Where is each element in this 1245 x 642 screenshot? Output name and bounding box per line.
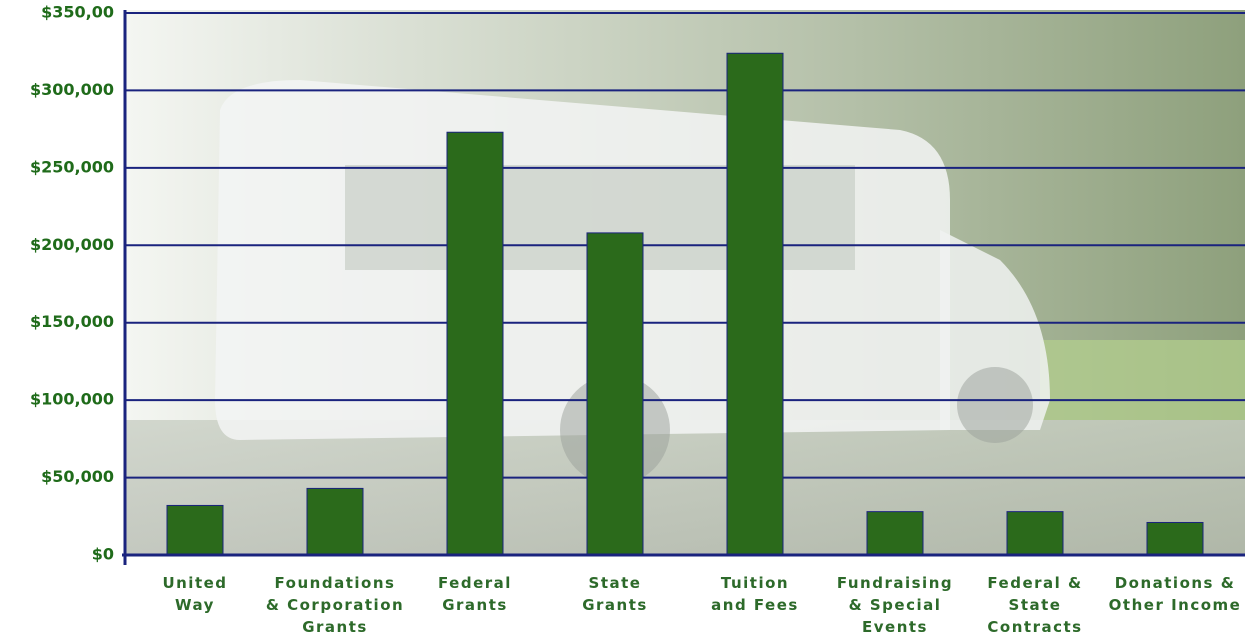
x-tick-label-line: Grants: [442, 596, 508, 614]
y-tick-label: $250,000: [30, 157, 114, 176]
bar: [1147, 522, 1203, 555]
x-tick-label-line: Grants: [582, 596, 648, 614]
y-tick-label: $300,000: [30, 80, 114, 99]
x-tick-label-line: & Corporation: [266, 596, 404, 614]
bar: [1007, 512, 1063, 555]
y-tick-label: $0: [92, 545, 114, 564]
x-tick-label-line: State: [1009, 596, 1062, 614]
x-tick-label-line: United: [162, 574, 227, 592]
bar: [867, 512, 923, 555]
chart: $0 $50,000 $100,000 $150,000 $200,000 $250,00…: [0, 0, 1245, 642]
y-tick-label: $150,000: [30, 312, 114, 331]
x-tick-label-line: Tuition: [721, 574, 789, 592]
bar: [587, 233, 643, 555]
y-tick-label: $50,000: [41, 467, 114, 486]
x-tick-label-line: Foundations: [275, 574, 396, 592]
x-tick-label-line: Federal &: [987, 574, 1082, 592]
x-tick-label: State Grants: [582, 574, 648, 614]
y-tick-label: $200,000: [30, 235, 114, 254]
x-tick-label: Federal Grants: [438, 574, 512, 614]
bar: [307, 488, 363, 555]
x-tick-label: Fundraising & Special Events: [837, 574, 953, 636]
y-tick-label: $350,00: [41, 3, 114, 22]
x-tick-label-line: Fundraising: [837, 574, 953, 592]
x-tick-label: Tuition and Fees: [711, 574, 799, 614]
x-tick-label-line: & Special: [849, 596, 942, 614]
x-tick-label-line: Way: [175, 596, 215, 614]
x-tick-label-line: State: [589, 574, 642, 592]
x-tick-label: Donations & Other Income: [1109, 574, 1242, 614]
x-tick-label-line: Grants: [302, 618, 368, 636]
x-tick-label: Foundations & Corporation Grants: [266, 574, 404, 636]
x-tick-label-line: Contracts: [987, 618, 1082, 636]
x-tick-label-line: Donations &: [1115, 574, 1236, 592]
x-tick-label-line: Federal: [438, 574, 512, 592]
x-tick-label-line: and Fees: [711, 596, 799, 614]
bar: [727, 53, 783, 555]
x-tick-label-line: Events: [862, 618, 928, 636]
background-photo: [125, 10, 1245, 555]
x-tick-label: Federal & State Contracts: [987, 574, 1082, 636]
x-tick-label-line: Other Income: [1109, 596, 1242, 614]
bar: [167, 505, 223, 555]
x-tick-label: United Way: [162, 574, 227, 614]
y-tick-label: $100,000: [30, 390, 114, 409]
bar: [447, 132, 503, 555]
